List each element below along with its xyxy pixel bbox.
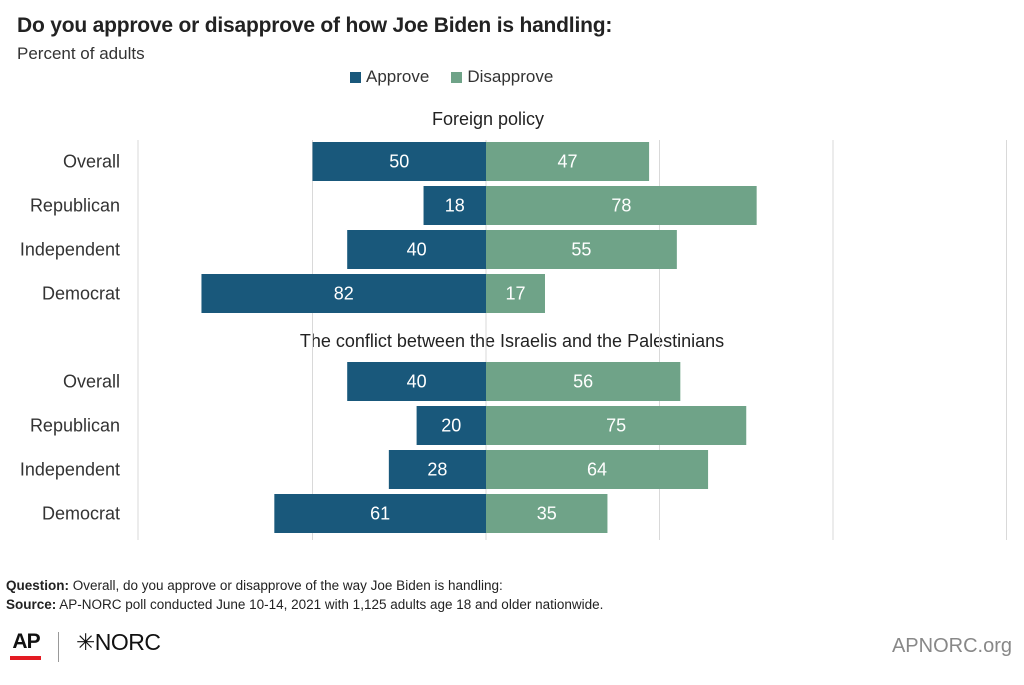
category-label: Overall bbox=[63, 372, 120, 392]
source-label: Source: bbox=[6, 597, 57, 612]
category-label: Independent bbox=[20, 240, 120, 260]
bar-disapprove bbox=[486, 450, 709, 489]
bar-approve bbox=[274, 494, 486, 533]
bar-disapprove bbox=[486, 142, 650, 181]
legend-label-disapprove: Disapprove bbox=[467, 67, 554, 86]
legend-label-approve: Approve bbox=[366, 67, 430, 86]
category-label: Democrat bbox=[42, 284, 120, 304]
data-label-disapprove: 35 bbox=[537, 504, 557, 524]
category-label: Independent bbox=[20, 460, 120, 480]
bar-approve bbox=[423, 186, 486, 225]
panel-title-israel-palestine: The conflict between the Israelis and th… bbox=[299, 331, 725, 351]
bar-disapprove bbox=[486, 494, 608, 533]
bar-disapprove bbox=[486, 362, 681, 401]
ap-logo-text: AP bbox=[12, 630, 40, 653]
data-label-approve: 18 bbox=[445, 196, 465, 216]
data-label-disapprove: 47 bbox=[558, 152, 578, 172]
category-label: Overall bbox=[63, 152, 120, 172]
category-label: Republican bbox=[30, 196, 120, 216]
data-label-disapprove: 64 bbox=[587, 460, 607, 480]
data-label-approve: 82 bbox=[334, 284, 354, 304]
ap-logo-bar bbox=[10, 656, 41, 660]
panel-title-foreign-policy: Foreign policy bbox=[431, 109, 545, 129]
data-label-approve: 40 bbox=[407, 240, 427, 260]
data-label-approve: 40 bbox=[407, 372, 427, 392]
bar-approve bbox=[347, 362, 486, 401]
chart-title: Do you approve or disapprove of how Joe … bbox=[17, 14, 613, 37]
chart-subtitle: Percent of adults bbox=[17, 44, 145, 63]
site-url: APNORC.org bbox=[891, 635, 1012, 657]
data-label-approve: 28 bbox=[427, 460, 447, 480]
bar-approve bbox=[347, 230, 486, 269]
legend-item-disapprove: Disapprove bbox=[451, 67, 553, 87]
norc-logo: ✳NORC bbox=[76, 629, 161, 655]
question-text: Overall, do you approve or disapprove of… bbox=[69, 578, 503, 593]
data-label-disapprove: 78 bbox=[611, 196, 631, 216]
footer-source: Source: AP-NORC poll conducted June 10-1… bbox=[6, 597, 603, 612]
legend-swatch-approve bbox=[350, 71, 361, 83]
category-label: Republican bbox=[30, 416, 120, 436]
bar-disapprove bbox=[486, 406, 747, 445]
bar-approve bbox=[312, 142, 486, 181]
data-label-approve: 20 bbox=[441, 416, 461, 436]
data-label-disapprove: 55 bbox=[571, 240, 591, 260]
legend-swatch-disapprove bbox=[451, 71, 463, 83]
data-label-disapprove: 17 bbox=[505, 284, 525, 304]
bar-disapprove bbox=[486, 230, 677, 269]
bar-disapprove bbox=[486, 274, 545, 313]
bar-approve bbox=[416, 406, 486, 445]
bar-disapprove bbox=[486, 186, 757, 225]
category-label: Democrat bbox=[42, 504, 120, 524]
data-label-approve: 61 bbox=[370, 504, 390, 524]
source-text: AP-NORC poll conducted June 10-14, 2021 … bbox=[56, 597, 604, 612]
bar-approve bbox=[388, 450, 486, 489]
logo-divider bbox=[58, 632, 59, 662]
legend: Approve Disapprove bbox=[350, 67, 575, 87]
data-label-approve: 50 bbox=[389, 152, 409, 172]
data-label-disapprove: 75 bbox=[606, 416, 626, 436]
bar-approve bbox=[201, 274, 486, 313]
footer-question: Question: Overall, do you approve or dis… bbox=[6, 578, 503, 593]
legend-item-approve: Approve bbox=[350, 67, 429, 87]
ap-logo: AP bbox=[10, 630, 42, 662]
question-label: Question: bbox=[6, 578, 69, 593]
data-label-disapprove: 56 bbox=[573, 372, 593, 392]
